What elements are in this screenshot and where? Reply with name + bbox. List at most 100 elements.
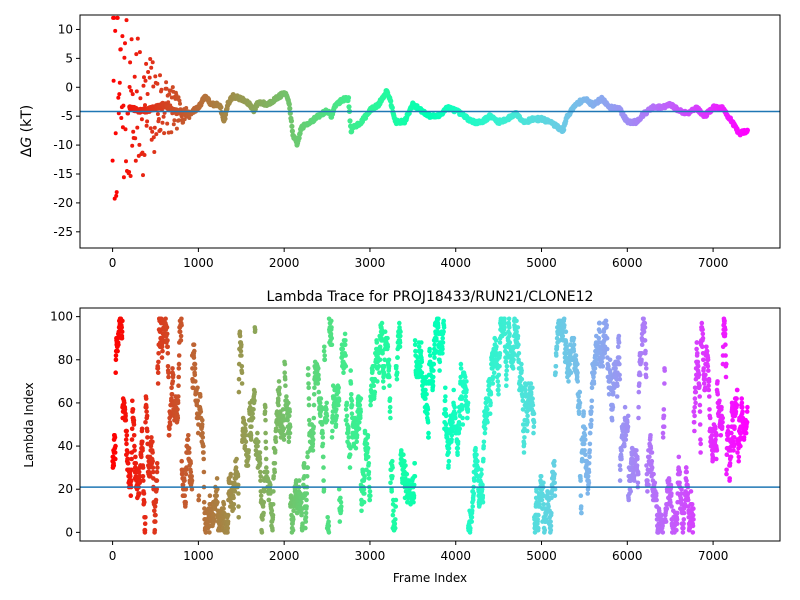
data-point <box>585 491 590 496</box>
data-point <box>273 439 279 445</box>
data-point <box>119 116 124 120</box>
data-point <box>426 430 431 436</box>
data-point <box>326 523 332 529</box>
data-point <box>437 359 443 365</box>
data-point <box>287 413 292 419</box>
data-point <box>441 329 446 335</box>
data-point <box>662 368 667 373</box>
data-point <box>623 437 629 442</box>
data-point <box>552 493 558 499</box>
data-point <box>707 394 712 399</box>
data-point <box>388 480 393 486</box>
data-point <box>456 430 462 436</box>
data-point <box>142 527 148 533</box>
data-point <box>167 426 172 432</box>
data-point <box>701 357 706 363</box>
data-point <box>124 159 128 164</box>
data-point <box>616 333 622 339</box>
data-point <box>112 435 118 440</box>
data-point <box>272 448 278 453</box>
data-point <box>125 461 131 466</box>
data-point <box>389 105 395 111</box>
data-point <box>343 353 348 358</box>
data-point <box>114 193 119 198</box>
data-point <box>231 502 237 507</box>
y-tick-label: 0 <box>65 80 73 94</box>
data-point <box>343 407 349 412</box>
data-point <box>401 452 406 458</box>
data-point <box>344 417 349 423</box>
data-point <box>387 374 392 380</box>
data-point <box>470 497 476 503</box>
data-point <box>610 392 616 397</box>
data-point <box>161 114 166 119</box>
data-point <box>427 346 433 352</box>
data-point <box>690 530 696 535</box>
data-point <box>286 101 292 107</box>
data-point <box>451 387 457 393</box>
data-point <box>693 400 698 406</box>
data-point <box>677 469 683 475</box>
data-point <box>615 344 621 350</box>
data-point <box>536 512 541 518</box>
data-point <box>699 320 705 326</box>
data-point <box>236 504 241 509</box>
data-point <box>535 517 540 522</box>
data-point <box>321 454 326 460</box>
data-point <box>112 450 118 455</box>
data-point <box>587 454 592 460</box>
data-point <box>145 435 150 440</box>
data-point <box>175 400 181 406</box>
data-point <box>316 389 322 395</box>
data-point <box>634 463 640 468</box>
data-point <box>300 521 305 526</box>
data-point <box>449 433 455 438</box>
data-point <box>635 456 640 462</box>
data-point <box>149 65 154 70</box>
data-point <box>642 325 648 330</box>
data-point <box>301 461 307 466</box>
data-point <box>159 355 165 360</box>
data-point <box>138 96 143 101</box>
data-point <box>571 342 577 348</box>
data-point <box>619 456 624 462</box>
data-point <box>440 351 445 356</box>
data-point <box>674 521 680 526</box>
data-point <box>367 497 373 503</box>
data-point <box>152 125 157 130</box>
data-point <box>149 435 154 440</box>
data-point <box>232 489 238 494</box>
data-point <box>306 396 312 401</box>
data-point <box>366 469 372 475</box>
data-point <box>128 493 134 499</box>
data-point <box>457 426 463 432</box>
data-point <box>170 379 176 384</box>
data-point <box>180 482 186 488</box>
data-point <box>453 415 458 421</box>
data-point <box>575 379 580 384</box>
data-point <box>616 340 622 345</box>
data-point <box>290 527 296 533</box>
data-point <box>196 493 202 499</box>
data-point <box>129 88 134 93</box>
data-point <box>321 478 326 483</box>
data-point <box>744 127 751 133</box>
data-point <box>143 515 148 520</box>
data-point <box>432 342 437 348</box>
data-point <box>305 465 311 470</box>
data-point <box>507 331 512 337</box>
data-point <box>675 510 680 516</box>
data-point <box>263 456 269 462</box>
data-point <box>681 517 687 522</box>
data-point <box>201 456 206 462</box>
data-point <box>120 34 125 39</box>
data-point <box>531 430 536 436</box>
data-point <box>626 497 631 503</box>
data-point <box>133 158 138 163</box>
data-point <box>303 510 309 516</box>
data-point <box>165 351 171 356</box>
data-point <box>700 331 706 337</box>
data-point <box>618 467 623 473</box>
data-point <box>166 370 171 376</box>
data-point <box>264 469 270 475</box>
